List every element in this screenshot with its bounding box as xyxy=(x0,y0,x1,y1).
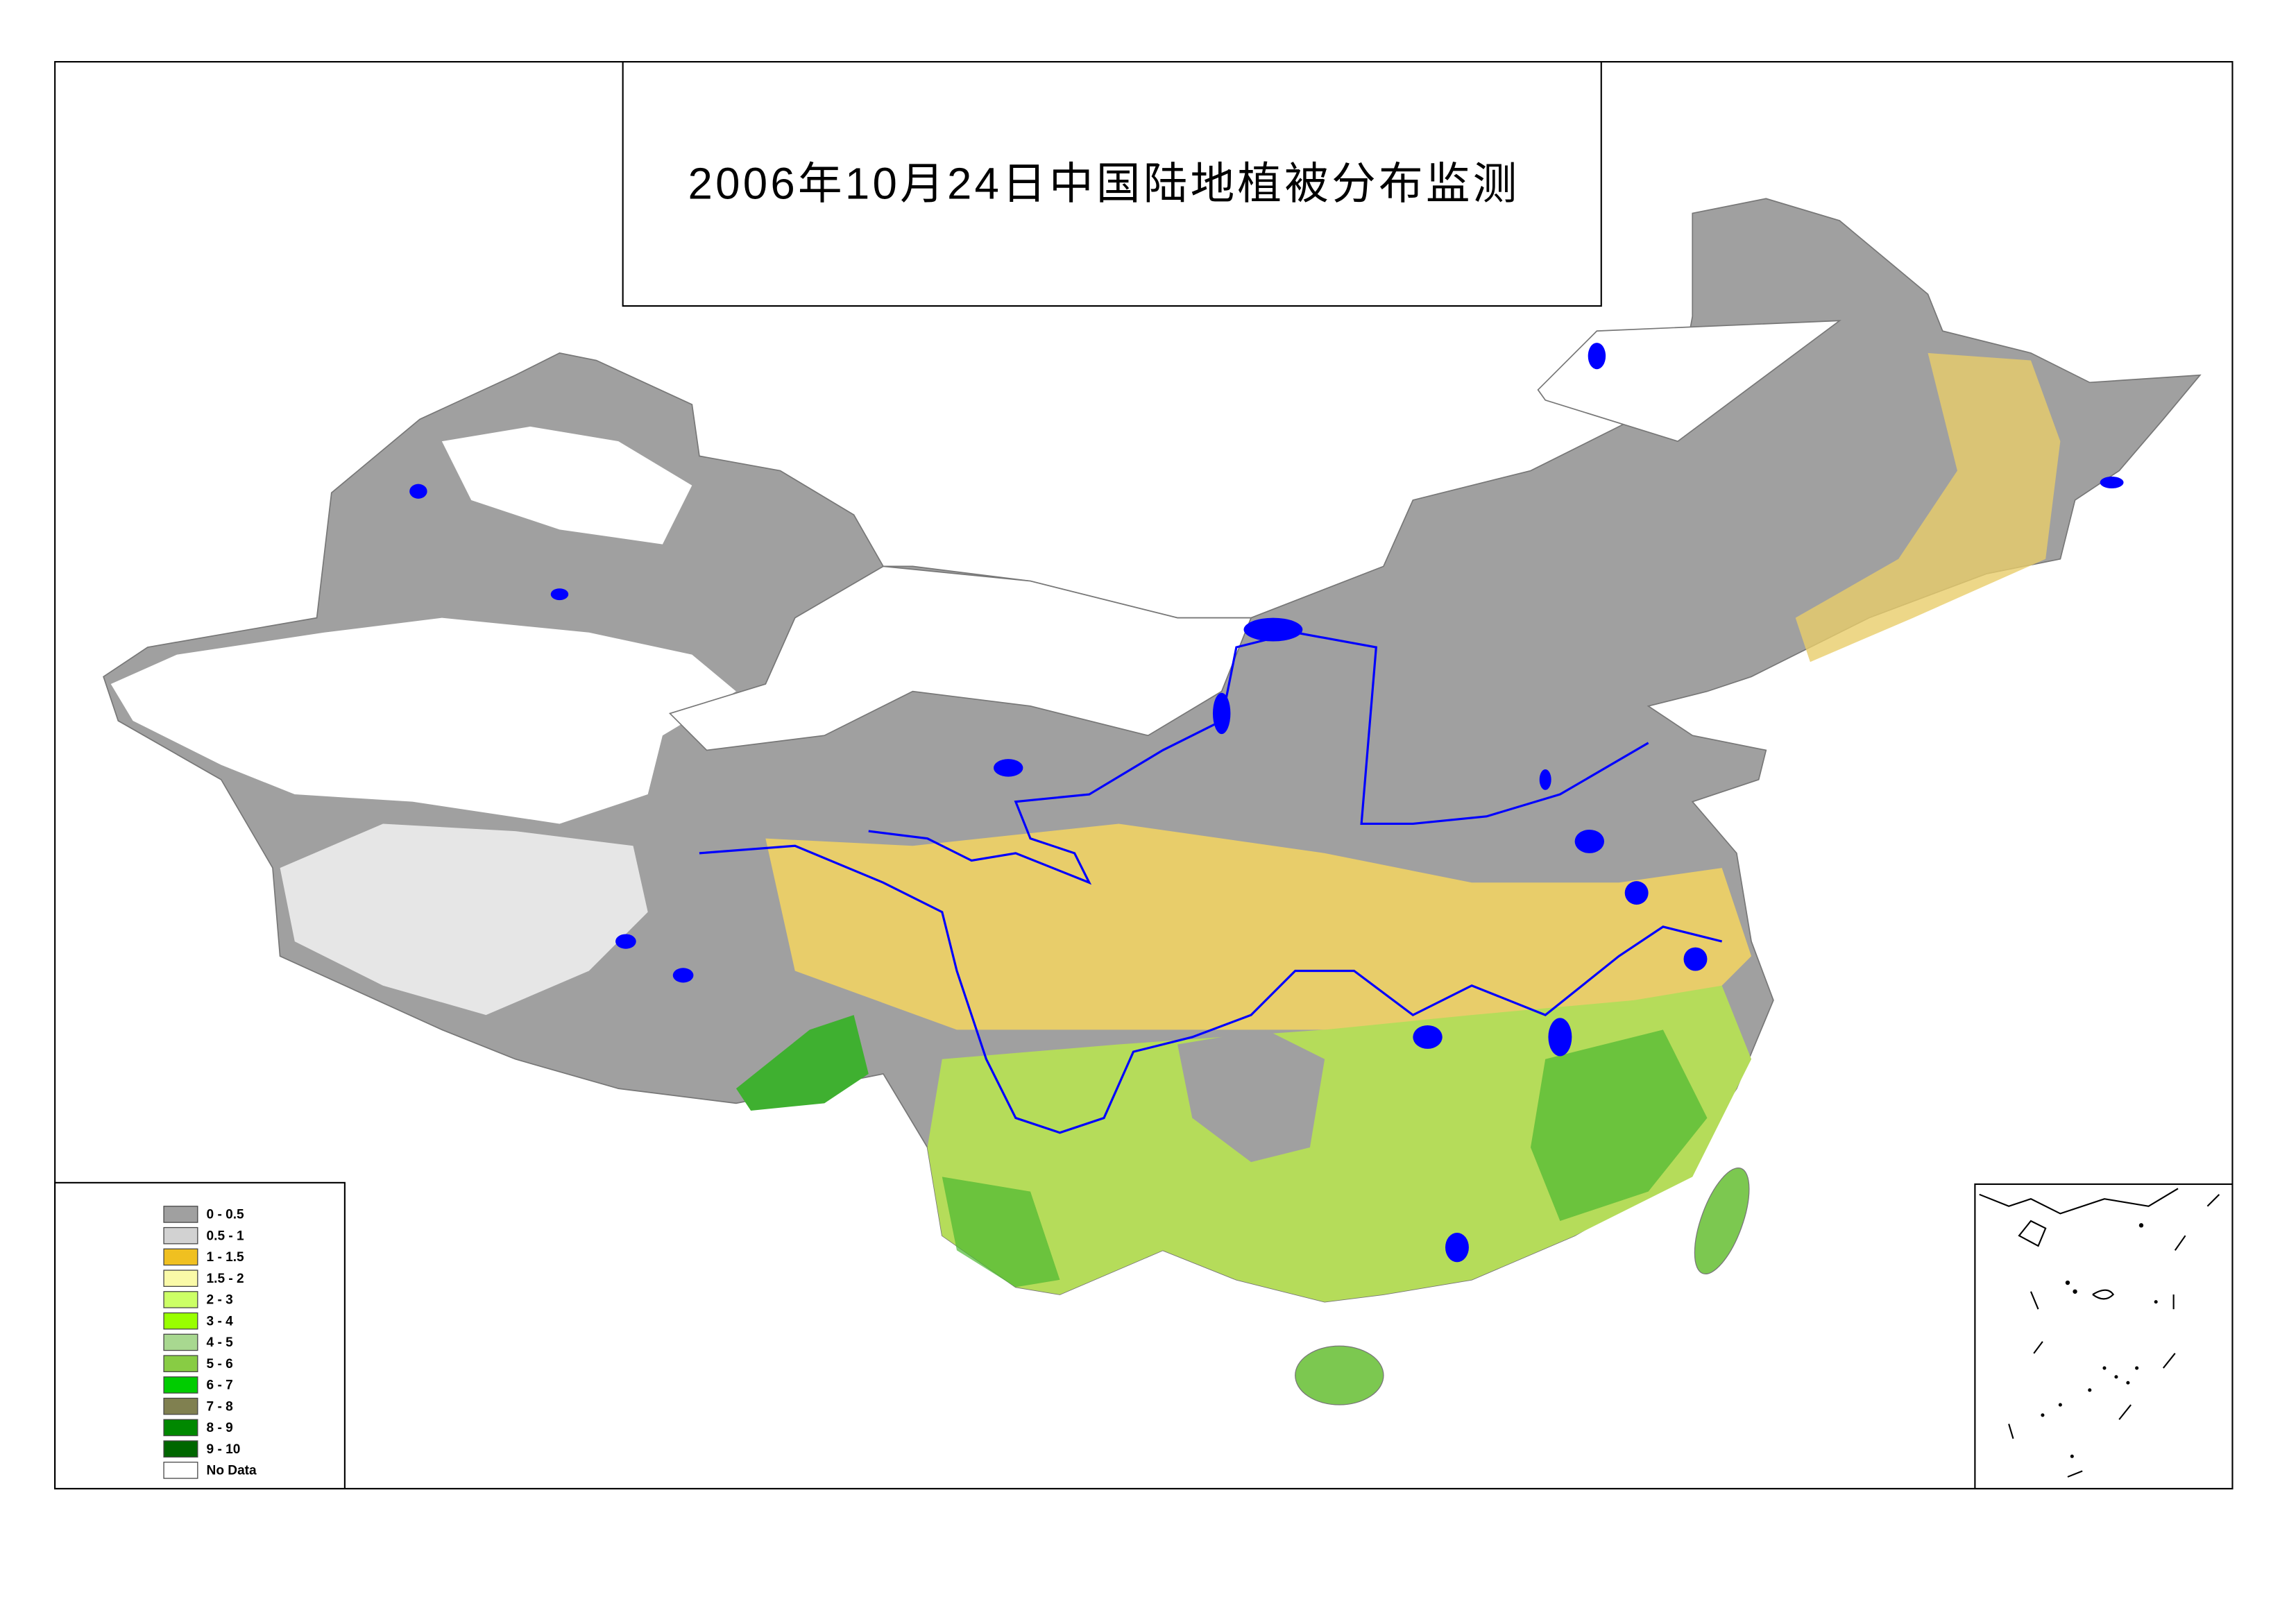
legend-label: 1 - 1.5 xyxy=(207,1250,244,1265)
lake xyxy=(2100,477,2124,488)
lake xyxy=(994,759,1023,777)
legend-swatch xyxy=(163,1419,198,1437)
legend-swatch xyxy=(163,1248,198,1266)
taiwan-island xyxy=(1694,1167,1750,1275)
legend-label: 3 - 4 xyxy=(207,1314,234,1328)
legend-swatch xyxy=(163,1397,198,1415)
inset-dot xyxy=(2135,1366,2139,1370)
inset-dot xyxy=(2102,1366,2107,1370)
inset-dot xyxy=(2114,1375,2118,1379)
inset-boundary xyxy=(2008,1424,2014,1439)
lakes xyxy=(409,343,2124,1263)
legend-label: 1.5 - 2 xyxy=(207,1272,244,1286)
inset-boundary xyxy=(2030,1291,2039,1310)
inset-dot xyxy=(2073,1289,2077,1294)
legend-label: 0 - 0.5 xyxy=(207,1208,244,1222)
inset-dot xyxy=(2058,1403,2062,1407)
yellow-zone xyxy=(765,823,1752,1030)
inset-boundary xyxy=(2067,1470,2083,1478)
legend-swatch xyxy=(163,1226,198,1245)
lake xyxy=(1413,1025,1443,1049)
lake xyxy=(1243,617,1303,642)
legend-swatch xyxy=(163,1312,198,1330)
legend-label: 2 - 3 xyxy=(207,1293,233,1308)
inset-boundary xyxy=(2206,1194,2220,1207)
inset-dot xyxy=(2154,1300,2158,1304)
legend-label: 6 - 7 xyxy=(207,1378,233,1393)
inset-coast xyxy=(1979,1188,2179,1215)
north-region xyxy=(441,426,692,545)
no-data-region xyxy=(1537,320,1841,443)
hainan-island xyxy=(1295,1345,1384,1405)
inset-dot xyxy=(2088,1388,2092,1392)
legend-box xyxy=(54,1181,346,1489)
legend-swatch xyxy=(163,1270,198,1287)
legend-label: 5 - 6 xyxy=(207,1357,233,1371)
sw-green-zone xyxy=(942,1177,1060,1288)
legend-label: 8 - 9 xyxy=(207,1421,233,1435)
legend-swatch xyxy=(163,1291,198,1308)
yellow-river xyxy=(868,631,1649,885)
gobi-region xyxy=(668,565,1252,751)
plateau-region xyxy=(280,823,648,1016)
legend-swatch xyxy=(163,1355,198,1372)
lake xyxy=(409,484,427,499)
inset-box xyxy=(1974,1183,2234,1489)
tibet-green-zone xyxy=(735,1015,869,1111)
legend-label: No Data xyxy=(207,1464,257,1478)
inset-dot xyxy=(2138,1223,2144,1228)
legend: 0 - 0.5 0.5 - 1 1 - 1.5 1.5 - 2 2 - 3 3 - 4 4 … xyxy=(163,1206,257,1479)
inset-boundary xyxy=(2162,1353,2176,1369)
lake xyxy=(1683,947,1708,971)
lake xyxy=(550,588,569,601)
legend-swatch xyxy=(163,1333,198,1351)
lake xyxy=(1588,343,1606,370)
lake xyxy=(1445,1232,1469,1263)
inset-islands xyxy=(2041,1223,2158,1458)
inset-island xyxy=(2018,1220,2047,1247)
legend-label: 9 - 10 xyxy=(207,1442,241,1457)
legend-label: 0.5 - 1 xyxy=(207,1229,244,1243)
lake xyxy=(1574,829,1605,853)
legend-label: 7 - 8 xyxy=(207,1399,234,1414)
legend-label: 4 - 5 xyxy=(207,1335,234,1350)
inset-dot xyxy=(2065,1280,2070,1285)
legend-swatch xyxy=(163,1462,198,1479)
yangtze-river xyxy=(699,844,1723,1134)
inset-map xyxy=(1979,1188,2220,1478)
inset-dot xyxy=(2126,1381,2130,1385)
inset-dot xyxy=(2070,1454,2074,1458)
legend-swatch xyxy=(163,1206,198,1223)
inset-island xyxy=(2092,1289,2115,1300)
legend-swatch xyxy=(163,1376,198,1394)
lake xyxy=(615,934,636,949)
lake xyxy=(1539,769,1551,790)
inset-boundary xyxy=(2033,1341,2043,1354)
lake xyxy=(1624,881,1649,905)
title-box xyxy=(622,60,1602,307)
inset-boundary xyxy=(2118,1404,2132,1420)
desert-region xyxy=(110,617,736,824)
map-title: 2006年10月24日中国陆地植被分布监测 xyxy=(688,159,1520,208)
lake xyxy=(1212,692,1231,735)
inset-dot xyxy=(2041,1413,2045,1417)
legend-swatch xyxy=(163,1440,198,1458)
inset-boundary xyxy=(2174,1235,2186,1251)
sichuan-gray xyxy=(1177,1029,1325,1163)
lake xyxy=(1548,1018,1572,1057)
ne-yellow-zone xyxy=(1795,352,2061,663)
lake xyxy=(672,968,694,983)
